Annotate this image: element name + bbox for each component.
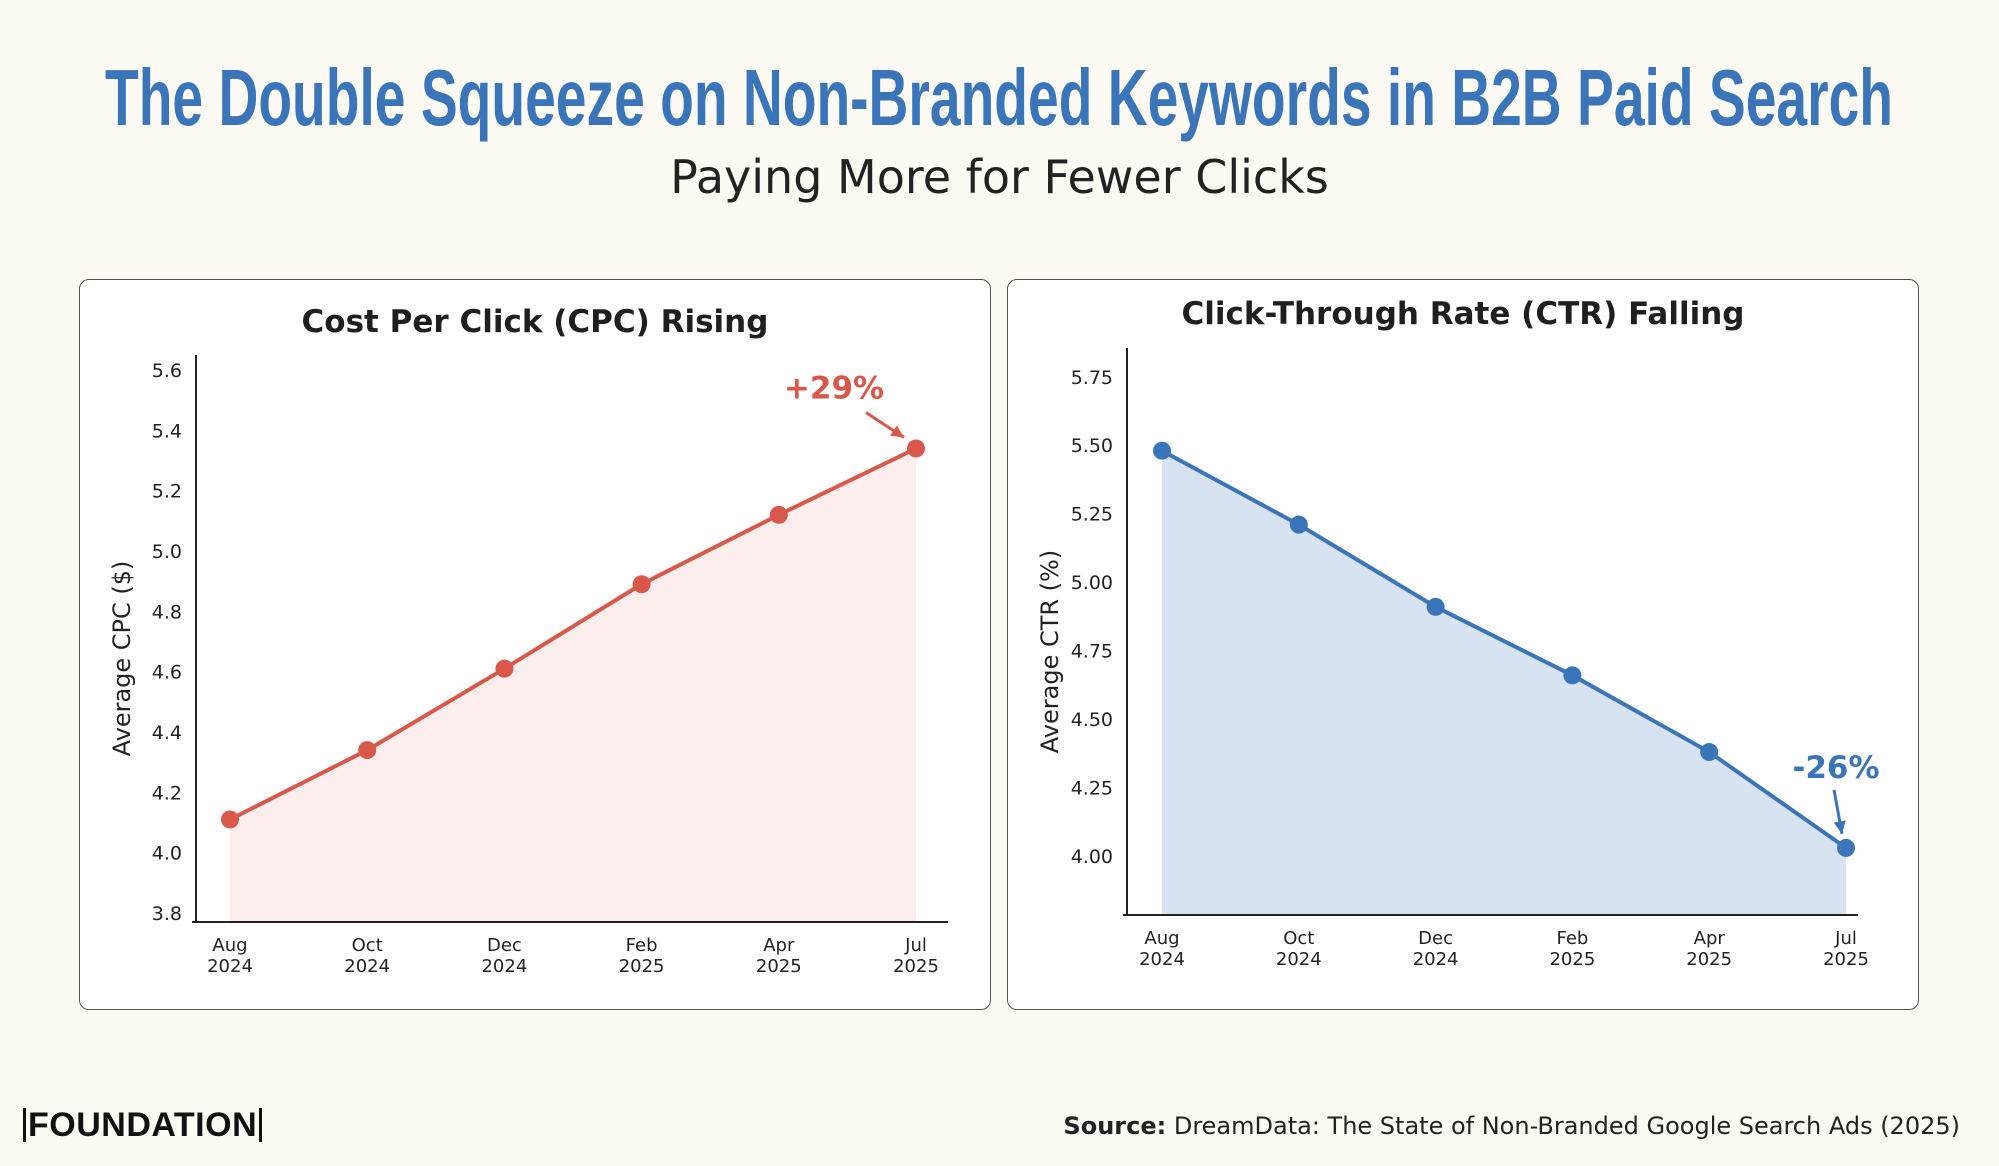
x-tick-label: 2025 xyxy=(756,956,802,977)
x-tick-label: 2024 xyxy=(1276,949,1322,970)
x-tick-label: Jul xyxy=(1834,928,1857,949)
source-text: DreamData: The State of Non-Branded Goog… xyxy=(1166,1112,1960,1140)
foundation-logo: FOUNDATION xyxy=(23,1108,263,1142)
y-tick-label: 5.00 xyxy=(1071,572,1113,594)
area-fill xyxy=(1162,450,1846,915)
data-point xyxy=(358,741,377,760)
y-tick-label: 4.25 xyxy=(1071,778,1113,800)
y-tick-label: 5.2 xyxy=(152,481,182,503)
data-point xyxy=(1700,743,1719,762)
x-tick-label: 2024 xyxy=(344,956,390,977)
x-tick-label: 2024 xyxy=(1139,949,1185,970)
data-point xyxy=(769,505,788,524)
x-tick-label: Jul xyxy=(904,935,927,956)
y-tick-label: 4.0 xyxy=(152,843,182,865)
y-tick-label: 4.4 xyxy=(152,722,182,744)
data-point xyxy=(1289,515,1308,534)
chart-title: Cost Per Click (CPC) Rising xyxy=(302,304,769,340)
y-tick-label: 3.8 xyxy=(152,903,182,925)
y-tick-label: 5.75 xyxy=(1071,367,1113,389)
cpc-chart: Cost Per Click (CPC) Rising 3.8 4.0 4.2 4.4 4… xyxy=(108,304,948,977)
source-label: Source: xyxy=(1063,1112,1167,1140)
source-note: Source: DreamData: The State of Non-Bran… xyxy=(1063,1112,1960,1140)
series-line xyxy=(1161,448,1848,850)
x-tick-label: Apr xyxy=(1694,928,1726,949)
series-line xyxy=(229,446,917,822)
x-tick-label: 2024 xyxy=(481,956,527,977)
data-point xyxy=(221,810,239,829)
x-tick-label: Dec xyxy=(1418,928,1453,949)
arrow-head-icon xyxy=(1833,820,1846,834)
y-tick-label: 4.75 xyxy=(1071,641,1113,663)
ctr-chart-panel: Click-Through Rate (CTR) Falling 4.00 4.25… xyxy=(1007,279,1919,1010)
y-tick-label: 4.50 xyxy=(1071,709,1113,731)
y-tick-label: 4.8 xyxy=(152,601,182,623)
x-tick-label: Apr xyxy=(763,935,795,956)
data-point xyxy=(1426,597,1445,616)
annotation-label: -26% xyxy=(1792,750,1879,786)
y-axis-label: Average CPC ($) xyxy=(108,561,136,757)
x-tick-label: 2024 xyxy=(1413,949,1459,970)
data-point xyxy=(632,575,651,594)
data-point xyxy=(907,439,925,458)
annotation-label: +29% xyxy=(784,370,884,406)
data-point xyxy=(1837,838,1855,857)
y-tick-label: 5.50 xyxy=(1071,435,1113,457)
subtitle: Paying More for Fewer Clicks xyxy=(670,150,1329,204)
y-tick-label: 4.00 xyxy=(1071,846,1113,868)
x-tick-label: Feb xyxy=(626,935,658,956)
data-point xyxy=(1563,666,1582,685)
x-tick-label: Aug xyxy=(212,935,247,956)
y-tick-label: 4.6 xyxy=(152,662,182,684)
x-tick-label: 2024 xyxy=(207,956,253,977)
y-axis-label: Average CTR (%) xyxy=(1036,550,1064,753)
x-tick-label: Dec xyxy=(487,935,522,956)
x-tick-label: 2025 xyxy=(619,956,665,977)
x-tick-label: 2025 xyxy=(893,956,939,977)
data-point xyxy=(495,659,514,678)
x-tick-label: Oct xyxy=(352,935,383,956)
area-fill xyxy=(230,448,916,922)
x-tick-label: Oct xyxy=(1283,928,1314,949)
y-tick-label: 5.4 xyxy=(152,420,182,442)
page-title: The Double Squeeze on Non-Branded Keywor… xyxy=(105,53,1893,142)
arrow-head-icon xyxy=(890,425,904,438)
chart-title: Click-Through Rate (CTR) Falling xyxy=(1182,296,1745,332)
data-point xyxy=(1153,441,1171,460)
x-tick-label: 2025 xyxy=(1549,949,1595,970)
y-tick-label: 5.25 xyxy=(1071,504,1113,526)
ctr-chart: Click-Through Rate (CTR) Falling 4.00 4.25… xyxy=(1036,296,1880,970)
x-tick-label: 2025 xyxy=(1686,949,1732,970)
cpc-chart-panel: Cost Per Click (CPC) Rising 3.8 4.0 4.2 4.4 4… xyxy=(79,279,991,1010)
y-tick-label: 4.2 xyxy=(152,782,182,804)
y-tick-label: 5.6 xyxy=(152,360,182,382)
y-tick-label: 5.0 xyxy=(152,541,182,563)
x-tick-label: 2025 xyxy=(1823,949,1869,970)
title-text: The Double Squeeze on Non-Branded Keywor… xyxy=(105,53,1893,142)
x-tick-label: Feb xyxy=(1556,928,1588,949)
x-tick-label: Aug xyxy=(1144,928,1179,949)
